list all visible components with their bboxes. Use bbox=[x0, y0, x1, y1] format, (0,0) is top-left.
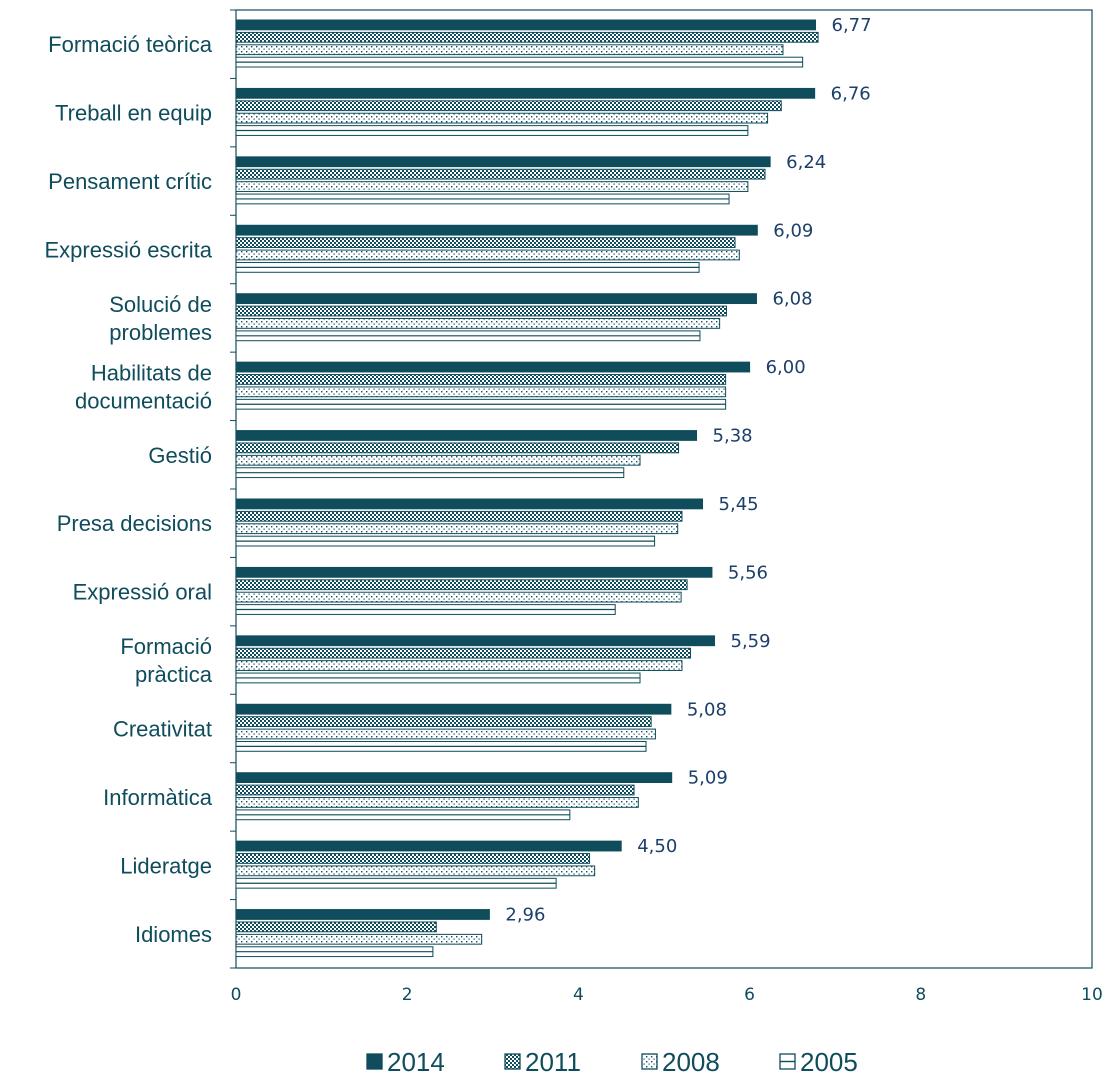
category-label-12: Lideratge bbox=[120, 853, 212, 878]
legend-label-2014: 2014 bbox=[387, 1047, 445, 1077]
legend-label-2005: 2005 bbox=[800, 1047, 858, 1077]
bar-2014-9 bbox=[235, 635, 716, 647]
bar-2011-1 bbox=[235, 100, 782, 112]
bar-2008-6 bbox=[235, 454, 641, 466]
category-label-7: Presa decisions bbox=[57, 511, 212, 536]
data-label-4: 6,08 bbox=[772, 289, 812, 310]
bar-2011-5 bbox=[235, 374, 727, 385]
bar-2008-2 bbox=[235, 181, 749, 192]
bar-2011-4 bbox=[235, 305, 727, 317]
data-label-3: 6,09 bbox=[773, 220, 813, 241]
data-label-10: 5,08 bbox=[687, 699, 727, 720]
data-label-8: 5,56 bbox=[728, 562, 768, 583]
data-label-2: 6,24 bbox=[786, 152, 826, 173]
data-label-1: 6,76 bbox=[831, 83, 871, 104]
category-label-2: Pensament crític bbox=[48, 169, 212, 194]
bar-2008-4 bbox=[235, 318, 721, 329]
bar-2008-0 bbox=[235, 44, 784, 56]
legend: 2014 2011 2008 2005 bbox=[366, 1047, 858, 1077]
bar-2008-12 bbox=[235, 865, 596, 877]
x-tick-label: 6 bbox=[744, 985, 755, 1005]
bar-2011-3 bbox=[235, 237, 736, 248]
bar-2014-0 bbox=[235, 19, 817, 31]
x-tick-label: 4 bbox=[573, 985, 584, 1005]
bars-group bbox=[235, 19, 819, 958]
data-label-5: 6,00 bbox=[766, 357, 806, 378]
category-label-4: Solució de bbox=[109, 292, 212, 317]
bar-2011-8 bbox=[235, 579, 688, 591]
bar-2014-4 bbox=[235, 293, 757, 305]
legend-swatch-2008 bbox=[641, 1053, 658, 1070]
bar-2011-13 bbox=[235, 921, 437, 933]
category-label-0: Formació teòrica bbox=[48, 32, 213, 57]
bar-2008-5 bbox=[235, 386, 727, 398]
category-label-6: Gestió bbox=[148, 443, 212, 468]
category-label-13: Idiomes bbox=[135, 922, 212, 947]
bar-2014-6 bbox=[235, 430, 698, 441]
legend-label-2011: 2011 bbox=[525, 1047, 581, 1077]
bar-2014-13 bbox=[235, 909, 490, 920]
category-label-9: Formació bbox=[120, 634, 212, 659]
data-label-7: 5,45 bbox=[719, 494, 759, 515]
bar-2014-2 bbox=[235, 156, 771, 168]
bar-2008-1 bbox=[235, 112, 769, 124]
bar-2011-7 bbox=[235, 510, 683, 522]
legend-swatch-2014 bbox=[366, 1053, 383, 1070]
data-label-9: 5,59 bbox=[731, 631, 771, 652]
category-labels: Formació teòrica Treball en equip Pensamen… bbox=[44, 32, 212, 947]
bar-2011-6 bbox=[235, 442, 680, 454]
bar-2014-10 bbox=[235, 703, 672, 715]
bar-2008-3 bbox=[235, 249, 740, 261]
plot-area bbox=[230, 9, 1093, 969]
bar-2008-8 bbox=[235, 591, 682, 603]
x-tick-label: 2 bbox=[402, 985, 413, 1005]
category-label-1: Treball en equip bbox=[55, 101, 212, 126]
bar-2014-11 bbox=[235, 772, 673, 784]
legend-swatch-2011 bbox=[504, 1053, 521, 1070]
x-tick-label: 8 bbox=[915, 985, 926, 1005]
data-label-12: 4,50 bbox=[637, 836, 677, 857]
category-label-11: Informàtica bbox=[103, 785, 213, 810]
category-label-4: problemes bbox=[109, 320, 212, 345]
category-label-5: documentació bbox=[75, 388, 212, 413]
bar-2014-7 bbox=[235, 498, 704, 510]
bar-2011-12 bbox=[235, 853, 591, 864]
category-label-10: Creativitat bbox=[113, 717, 212, 742]
category-label-8: Expressió oral bbox=[73, 580, 212, 605]
category-label-3: Expressió escrita bbox=[44, 238, 212, 263]
bar-2008-10 bbox=[235, 728, 656, 740]
category-label-5: Habilitats de bbox=[91, 360, 212, 385]
bar-2014-1 bbox=[235, 87, 816, 99]
data-labels: 6,77 6,76 6,24 6,09 6,08 6,00 5,38 5,45 5,56 5,59… bbox=[505, 15, 871, 926]
bar-2014-3 bbox=[235, 224, 758, 236]
bar-2011-11 bbox=[235, 784, 635, 796]
bar-2011-2 bbox=[235, 168, 766, 180]
bar-2008-11 bbox=[235, 797, 639, 808]
bar-2011-0 bbox=[235, 31, 819, 43]
bar-2014-5 bbox=[235, 361, 751, 373]
bar-2014-8 bbox=[235, 566, 713, 578]
category-label-9: pràctica bbox=[135, 662, 213, 687]
bar-2008-9 bbox=[235, 660, 683, 671]
x-axis-ticks: 0 2 4 6 8 10 bbox=[231, 985, 1103, 1005]
plot-border bbox=[235, 9, 1093, 969]
data-label-0: 6,77 bbox=[832, 15, 872, 36]
bar-2014-12 bbox=[235, 840, 622, 852]
data-label-6: 5,38 bbox=[713, 426, 753, 447]
x-tick-label: 10 bbox=[1081, 985, 1103, 1005]
data-label-13: 2,96 bbox=[505, 905, 545, 926]
bar-2008-7 bbox=[235, 523, 679, 535]
data-label-11: 5,09 bbox=[688, 768, 728, 789]
bar-2008-13 bbox=[235, 933, 483, 945]
x-tick-label: 0 bbox=[231, 985, 242, 1005]
bar-2011-10 bbox=[235, 716, 652, 727]
legend-label-2008: 2008 bbox=[662, 1047, 720, 1077]
bar-2011-9 bbox=[235, 647, 692, 659]
